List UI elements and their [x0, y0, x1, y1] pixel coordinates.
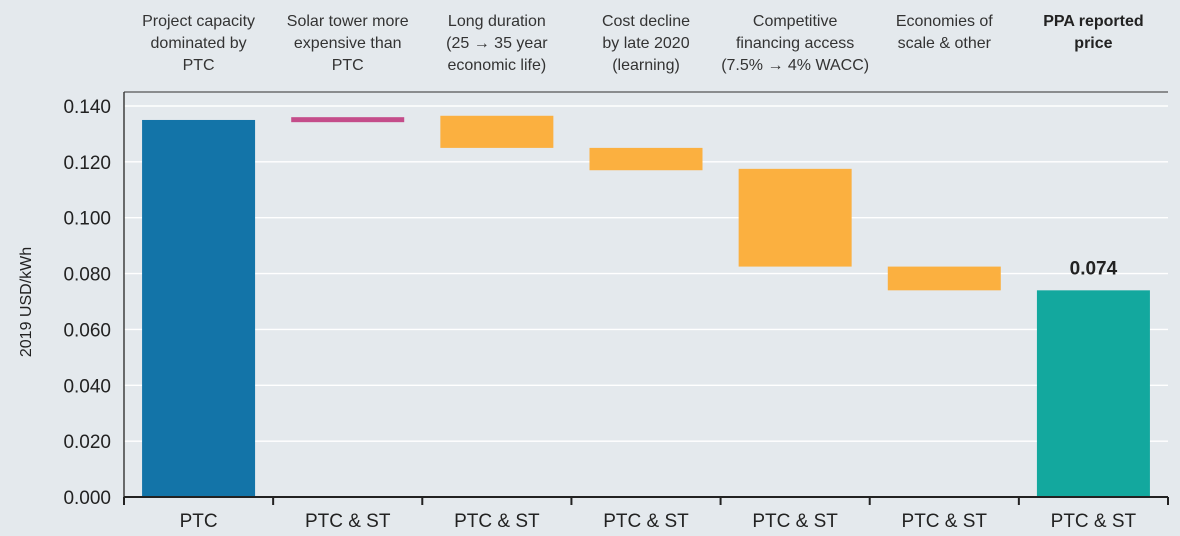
x-category-label: PTC & ST [454, 511, 540, 532]
column-header-line: scale & other [898, 35, 992, 52]
column-header: Long duration (25 → 35 year economic life) [446, 13, 548, 74]
y-tick-label: 0.020 [63, 432, 111, 453]
column-header-line: economic life) [448, 57, 547, 74]
column-header-line: PTC [332, 57, 364, 74]
x-category-label: PTC & ST [902, 511, 988, 532]
x-category-label: PTC [180, 511, 218, 532]
bar-value-label: 0.074 [1070, 258, 1118, 279]
column-header-line: (25 → 35 year [446, 35, 548, 52]
column-header: Project capacity dominated by PTC [142, 13, 255, 74]
waterfall-bar [291, 117, 405, 123]
column-header-line: PPA reported [1043, 13, 1143, 30]
column-header-line: PTC [183, 57, 215, 74]
y-tick-label: 0.100 [63, 209, 111, 230]
column-header-line: financing access [736, 35, 854, 52]
column-header-line: Cost decline [602, 13, 690, 30]
column-header-line: Project capacity [142, 13, 255, 30]
column-header: PPA reported price [1043, 13, 1143, 52]
column-header: Economies of scale & other [896, 13, 993, 52]
column-header-line: (learning) [612, 57, 680, 74]
waterfall-bar [142, 119, 256, 497]
column-header-line: Long duration [448, 13, 546, 30]
y-tick-label: 0.120 [63, 153, 111, 174]
waterfall-bar [887, 266, 1001, 291]
y-axis: 0.000 0.020 0.040 0.060 0.080 0.100 0.120 0.140 [63, 92, 125, 509]
y-tick-label: 0.080 [63, 265, 111, 286]
bars: 0.074 [142, 115, 1150, 497]
column-header-line: Economies of [896, 13, 993, 30]
waterfall-bar [589, 147, 703, 171]
y-axis-label: 2019 USD/kWh [18, 247, 35, 357]
column-header: Cost decline by late 2020 (learning) [602, 13, 690, 74]
y-tick-label: 0.040 [63, 376, 111, 397]
waterfall-bar [1036, 290, 1150, 497]
x-axis: PTC PTC & ST PTC & ST PTC & ST PTC & ST PTC &… [123, 496, 1169, 532]
column-header-line: expensive than [294, 35, 402, 52]
y-tick-label: 0.000 [63, 488, 111, 509]
x-category-label: PTC & ST [1051, 511, 1137, 532]
column-header-line: Competitive [753, 13, 838, 30]
column-header-line: Solar tower more [287, 13, 409, 30]
y-tick-label: 0.140 [63, 97, 111, 118]
waterfall-bar [738, 168, 852, 267]
x-category-label: PTC & ST [603, 511, 689, 532]
column-header-line: price [1074, 35, 1112, 52]
column-header-line: (7.5% → 4% WACC) [721, 57, 869, 74]
x-category-label: PTC & ST [305, 511, 391, 532]
waterfall-bar [440, 115, 554, 148]
column-header-line: by late 2020 [602, 35, 689, 52]
y-tick-label: 0.060 [63, 320, 111, 341]
column-header-line: dominated by [151, 35, 247, 52]
column-header: Competitive financing access (7.5% → 4% WA… [721, 13, 869, 74]
x-category-label: PTC & ST [752, 511, 838, 532]
column-header: Solar tower more expensive than PTC [287, 13, 409, 74]
